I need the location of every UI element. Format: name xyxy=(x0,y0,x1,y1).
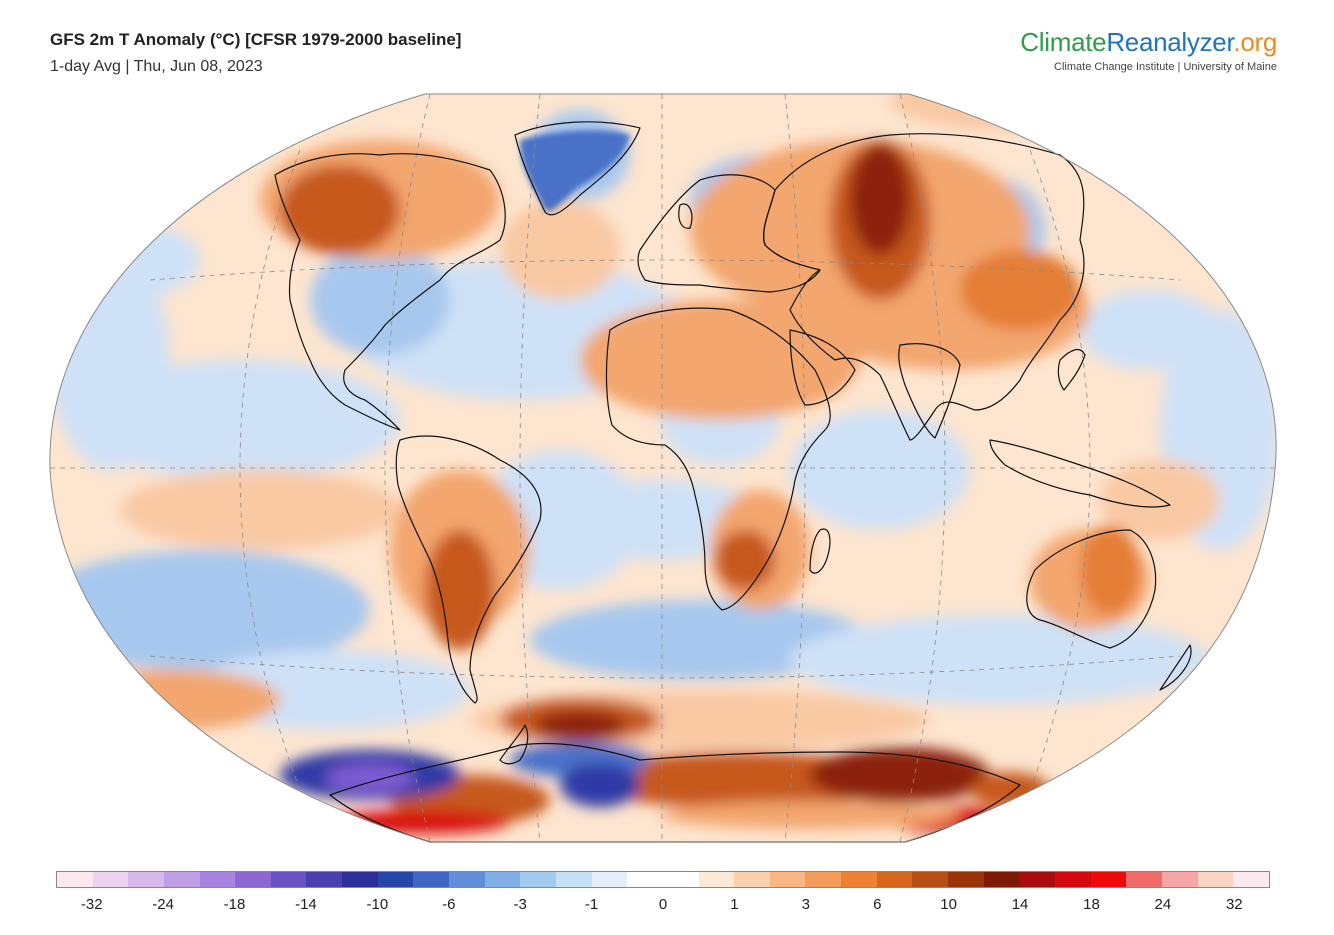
colorbar-cell xyxy=(449,872,485,887)
climate-reanalyzer-logo: ClimateReanalyzer.org Climate Change Ins… xyxy=(1020,27,1277,73)
asia xyxy=(763,133,1085,441)
colorbar-cell xyxy=(128,872,164,887)
colorbar-tick-label: 10 xyxy=(940,896,957,913)
logo-text-org: .org xyxy=(1233,27,1277,57)
colorbar-tick-label: 18 xyxy=(1083,896,1100,913)
colorbar-tick-label: 1 xyxy=(730,896,739,913)
colorbar-tick-label: -32 xyxy=(80,896,103,913)
uk xyxy=(678,203,693,229)
map-title: GFS 2m T Anomaly (°C) [CFSR 1979-2000 ba… xyxy=(50,30,462,49)
colorbar-tick-label: -24 xyxy=(152,896,174,913)
arabia xyxy=(789,329,856,406)
colorbar-cell xyxy=(698,872,735,887)
logo-wordmark: ClimateReanalyzer.org xyxy=(1020,27,1277,58)
colorbar-tick-label: 14 xyxy=(1011,896,1029,913)
north-america xyxy=(274,153,506,431)
colorbar-cell xyxy=(1126,872,1162,887)
colorbar-tick-label: 0 xyxy=(658,896,668,913)
colorbar-cell xyxy=(377,872,414,887)
colorbar-cell xyxy=(270,872,307,887)
colorbar-cell xyxy=(342,872,378,887)
colorbar-cell xyxy=(1197,872,1234,887)
colorbar-ticks: -32 -24 -18 -14 -10 -6 -3 -1 0 1 3 6 10 14 18 24 32 xyxy=(0,896,1334,918)
colorbar-tick-label: -18 xyxy=(223,896,246,913)
antarctic-peninsula xyxy=(499,724,529,765)
coastlines xyxy=(274,121,1192,843)
colorbar-cell xyxy=(1054,872,1091,887)
colorbar-tick-label: 24 xyxy=(1154,896,1172,913)
colorbar xyxy=(56,871,1270,888)
colorbar-cell xyxy=(912,872,949,887)
colorbar-cell xyxy=(555,872,592,887)
colorbar-cell xyxy=(769,872,806,887)
colorbar-cell xyxy=(983,872,1020,887)
colorbar-tick-label: 32 xyxy=(1225,896,1243,913)
new-zealand xyxy=(1159,644,1192,691)
greenland-cold-patch xyxy=(520,130,630,212)
graticule xyxy=(50,94,1275,842)
africa xyxy=(605,307,831,611)
colorbar-cell xyxy=(163,872,200,887)
logo-tagline: Climate Change Institute | University of… xyxy=(1054,61,1277,73)
globe-outline xyxy=(49,93,1277,843)
india xyxy=(898,343,961,439)
japan xyxy=(1057,348,1086,391)
south-america xyxy=(395,435,542,704)
colorbar-cell xyxy=(57,872,93,887)
logo-text-climate: Climate xyxy=(1020,27,1107,57)
colorbar-cell xyxy=(306,872,343,887)
colorbar-tick-label: -6 xyxy=(442,896,456,913)
map-subtitle: 1-day Avg | Thu, Jun 08, 2023 xyxy=(50,58,263,75)
colorbar-tick-label: 3 xyxy=(801,896,810,913)
colorbar-tick-label: 6 xyxy=(873,896,882,913)
colorbar-cell xyxy=(92,872,129,887)
logo-text-reanalyzer: Reanalyzer xyxy=(1106,27,1234,57)
colorbar-cell xyxy=(1233,872,1269,887)
madagascar xyxy=(809,528,831,574)
colorbar-cell xyxy=(876,872,913,887)
colorbar-cell xyxy=(1090,872,1127,887)
colorbar-cell xyxy=(199,872,236,887)
southeast-asia-islands xyxy=(989,439,1171,508)
colorbar-cell xyxy=(805,872,842,887)
colorbar-tick-label: -14 xyxy=(295,896,317,913)
colorbar-cell xyxy=(627,872,663,887)
colorbar-cell xyxy=(948,872,984,887)
colorbar-cell xyxy=(591,872,628,887)
colorbar-tick-label: -1 xyxy=(584,896,599,913)
colorbar-cell xyxy=(841,872,877,887)
australia xyxy=(1026,529,1157,649)
colorbar-cell xyxy=(1019,872,1055,887)
colorbar-cell xyxy=(413,872,450,887)
colorbar-tick-label: -10 xyxy=(366,896,389,913)
greenland xyxy=(514,121,641,216)
colorbar-cell xyxy=(235,872,271,887)
colorbar-cell xyxy=(520,872,556,887)
colorbar-cell xyxy=(662,872,699,887)
colorbar-cell xyxy=(734,872,770,887)
colorbar-tick-label: -3 xyxy=(513,896,527,913)
colorbar-cell xyxy=(484,872,521,887)
anomaly-blobs xyxy=(49,94,1277,834)
colorbar-cell xyxy=(1161,872,1198,887)
